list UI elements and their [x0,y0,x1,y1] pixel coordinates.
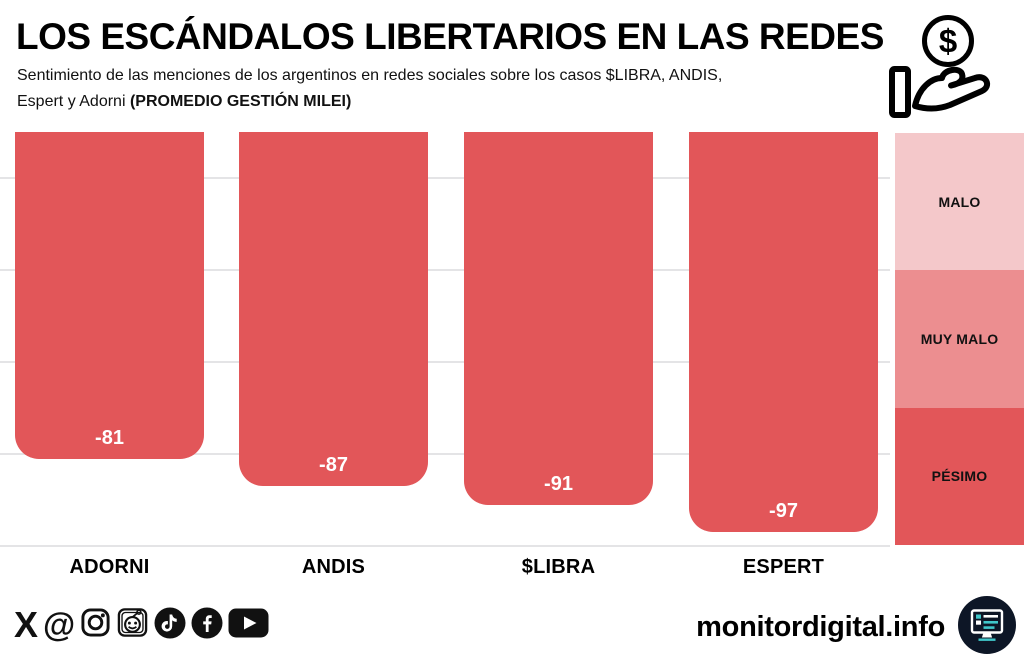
subtitle-line2: Espert y Adorni [17,93,130,110]
category-label-adorni: ADORNI [69,556,150,578]
gridline [0,177,890,179]
gridline [0,269,890,271]
category-label-andis: ANDIS [301,556,366,578]
subtitle-line2-bold: (PROMEDIO GESTIÓN MILEI) [129,93,352,110]
subtitle-line1: Sentimiento de las menciones de los arge… [17,67,723,84]
reddit-icon[interactable] [116,606,149,644]
gridline [0,453,890,455]
threads-icon[interactable]: @ [43,606,76,643]
bar-espert: -97 [689,132,878,532]
x-twitter-icon[interactable]: X [14,604,39,645]
social-icons-row: X @ [14,604,269,646]
bar-adorni: -81 [15,132,204,459]
gridline [0,545,890,547]
bar-chart-plot-area: -81 -87 -91 -97 [0,132,890,547]
sentiment-legend: MALO MUY MALO PÉSIMO [895,133,1024,545]
legend-item-malo: MALO [895,133,1024,271]
category-label-libra: $LIBRA [521,556,596,578]
svg-text:$: $ [939,23,957,60]
legend-item-pesimo: PÉSIMO [895,407,1024,545]
bar-value-label: -97 [769,500,798,522]
legend-item-muy-malo: MUY MALO [895,270,1024,408]
tiktok-icon[interactable] [154,607,186,644]
page-title: LOS ESCÁNDALOS LIBERTARIOS EN LAS REDES [16,16,884,57]
bar-value-label: -91 [544,473,573,495]
page-subtitle: Sentimiento de las menciones de los arge… [17,63,877,115]
monitor-dashboard-logo-icon[interactable] [957,595,1017,660]
youtube-icon[interactable] [228,608,269,643]
site-branding: monitordigital.info [696,595,1017,660]
bar-libra: -91 [464,132,653,505]
bar-value-label: -81 [95,427,124,449]
site-url[interactable]: monitordigital.info [696,610,945,643]
bar-andis: -87 [239,132,428,486]
x-axis-labels: ADORNI ANDIS $LIBRA ESPERT [0,556,890,584]
bar-value-label: -87 [319,454,348,476]
facebook-icon[interactable] [191,607,223,644]
category-label-espert: ESPERT [742,556,825,578]
hand-receiving-dollar-coin-icon: $ [886,10,1004,122]
gridline [0,361,890,363]
instagram-icon[interactable] [80,607,111,643]
